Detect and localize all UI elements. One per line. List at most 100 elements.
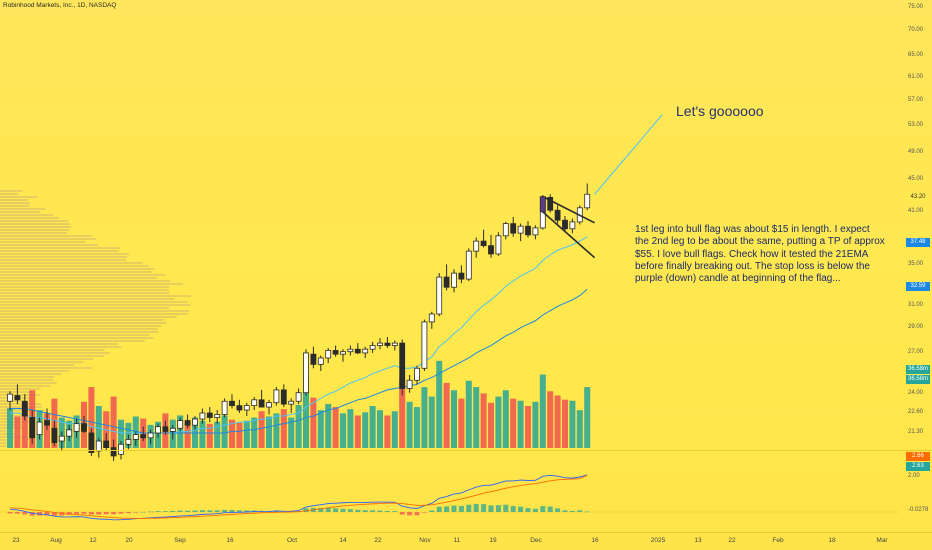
- volume-profile-bar: [0, 268, 155, 270]
- volume-profile-bar: [0, 382, 57, 384]
- candle-body: [22, 401, 27, 416]
- volume-profile-bar: [0, 265, 149, 267]
- volume-bar: [577, 410, 583, 448]
- candle-body: [274, 390, 279, 403]
- candle-body: [289, 401, 294, 404]
- macd-histogram-bar: [422, 512, 427, 513]
- macd-histogram-bar: [452, 506, 457, 512]
- volume-bar: [310, 398, 316, 448]
- candle-body: [341, 352, 346, 355]
- volume-profile-bar: [0, 235, 92, 237]
- volume-profile-bar: [0, 199, 28, 201]
- candle-body: [244, 406, 249, 410]
- price-axis-label: -0.0278: [908, 507, 928, 513]
- time-axis-label: 18: [828, 537, 835, 544]
- candle-body: [74, 424, 79, 432]
- volume-profile-bar: [0, 373, 62, 375]
- volume-profile-bar: [0, 274, 165, 276]
- volume-profile-bar: [0, 445, 6, 447]
- volume-profile-bar: [0, 346, 121, 348]
- macd-histogram-bar: [481, 504, 486, 512]
- price-axis-label: 21.30: [908, 429, 923, 435]
- candle-body: [385, 343, 390, 345]
- candle-body: [8, 394, 13, 401]
- time-axis-separator: [0, 532, 932, 533]
- volume-profile-bar: [0, 286, 169, 288]
- candle-body: [267, 403, 272, 407]
- time-axis-label: 22: [728, 537, 735, 544]
- candle-body: [170, 428, 175, 431]
- time-axis-label: 13: [694, 537, 701, 544]
- volume-profile-bar: [0, 256, 127, 258]
- macd-histogram-bar: [163, 511, 168, 512]
- candle-body: [503, 224, 508, 236]
- volume-bar: [214, 422, 220, 448]
- volume-profile-bar: [0, 385, 50, 387]
- candle-body: [185, 421, 190, 426]
- candle-body: [296, 393, 301, 402]
- price-axis-badge: 36.58m: [906, 365, 930, 374]
- volume-bar: [199, 421, 205, 448]
- volume-profile-bar: [0, 208, 45, 210]
- volume-profile-bar: [0, 220, 68, 222]
- candle-body: [370, 346, 375, 350]
- volume-profile-bar: [0, 319, 164, 321]
- volume-profile-bar: [0, 205, 30, 207]
- volume-bar: [518, 401, 524, 448]
- candle-body: [429, 314, 434, 322]
- candle-body: [481, 241, 486, 246]
- macd-histogram-bar: [555, 508, 560, 512]
- macd-histogram-bar: [363, 510, 368, 512]
- macd-histogram-bar: [429, 510, 434, 512]
- candle-body: [326, 350, 331, 358]
- volume-bar: [222, 415, 228, 448]
- candle-body: [422, 322, 427, 368]
- candle-body: [222, 401, 227, 414]
- volume-profile-bar: [0, 280, 170, 282]
- arrow-annotation-text: Let's goooooo: [676, 103, 764, 119]
- volume-profile-bar: [0, 439, 6, 441]
- candle-body: [555, 210, 560, 220]
- volume-bar: [458, 399, 464, 448]
- volume-profile-bar: [0, 211, 39, 213]
- volume-profile-bar: [0, 271, 151, 273]
- candle-body: [104, 441, 109, 448]
- volume-bar: [532, 402, 538, 448]
- price-axis-label: 53.00: [908, 122, 923, 128]
- price-axis-label: 24.00: [908, 390, 923, 396]
- volume-profile-bar: [0, 349, 105, 351]
- candle-body: [67, 430, 72, 436]
- volume-bar: [473, 387, 479, 448]
- time-axis-label: 16: [591, 537, 598, 544]
- macd-histogram-bar: [474, 504, 479, 512]
- candle-body: [474, 241, 479, 251]
- macd-histogram-bar: [503, 505, 508, 512]
- volume-profile-bar: [0, 229, 69, 231]
- macd-histogram-bar: [126, 512, 131, 513]
- volume-bar: [266, 417, 272, 449]
- price-axis-label: 61.00: [908, 74, 923, 80]
- macd-histogram-bar: [74, 512, 79, 514]
- time-axis-label: 23: [12, 537, 19, 544]
- price-axis-badge: 37.48: [906, 238, 930, 247]
- candle-body: [363, 349, 368, 353]
- candle-body: [230, 401, 235, 405]
- candle-body: [496, 236, 501, 254]
- candle-body: [133, 435, 138, 440]
- candle-body: [378, 343, 383, 345]
- macd-histogram-bar: [15, 512, 20, 514]
- volume-profile-bar: [0, 190, 23, 192]
- volume-profile-bar: [0, 307, 169, 309]
- volume-bar: [355, 415, 361, 448]
- price-axis-badge: 32.59: [906, 282, 930, 291]
- candle-body: [45, 421, 50, 426]
- macd-histogram-bar: [585, 512, 590, 513]
- candle-body: [15, 396, 20, 400]
- price-axis-label: 29.00: [908, 324, 923, 330]
- volume-bar: [444, 383, 450, 448]
- volume-profile-bar: [0, 337, 153, 339]
- volume-bar: [244, 421, 250, 448]
- macd-histogram-bar: [333, 508, 338, 512]
- volume-profile-bar: [0, 310, 189, 312]
- volume-bar: [236, 423, 242, 448]
